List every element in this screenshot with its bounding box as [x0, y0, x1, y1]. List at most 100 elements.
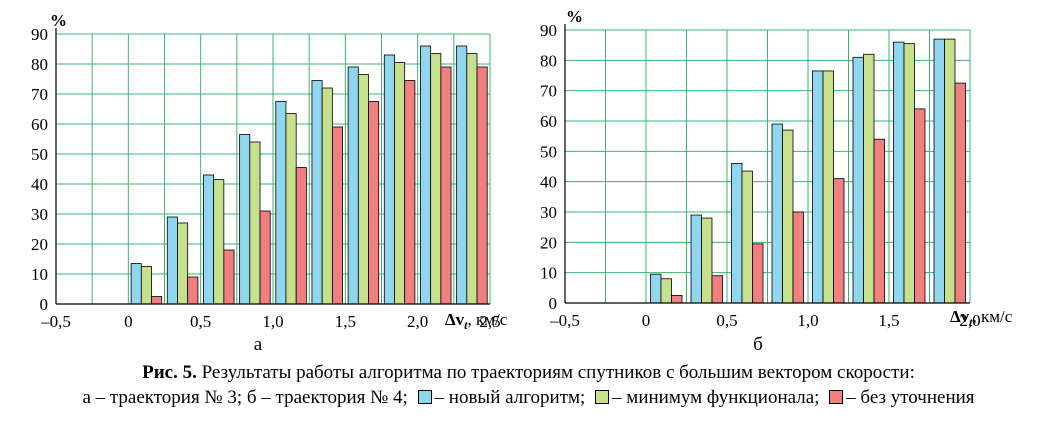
y-tick-label: 90 [31, 25, 48, 44]
x-tick-label: 1,0 [797, 311, 818, 330]
y-tick-label: 60 [540, 112, 557, 131]
figure-title: Результаты работы алгоритма по траектори… [201, 362, 915, 383]
legend-swatch-blue [417, 390, 432, 404]
bar [812, 70, 824, 304]
y-tick-label: 40 [540, 173, 557, 192]
bar [249, 141, 261, 305]
x-tick-label: 0 [124, 312, 133, 331]
x-tick-label: 0 [642, 311, 651, 330]
y-tick-label: 10 [31, 265, 48, 284]
figure-caption-title: Рис. 5. Результаты работы алгоритма по т… [0, 361, 1057, 385]
panel-label: а [254, 334, 263, 355]
x-tick-label: 2,0 [959, 311, 980, 330]
y-axis-label: % [566, 7, 583, 26]
legend-label-new-algorithm: – новый алгоритм; [434, 387, 586, 408]
bar [731, 163, 743, 304]
panel-description: а – траектория № 3; б – траектория № 4; [82, 387, 408, 408]
legend-swatch-red [829, 390, 844, 404]
y-tick-label: 20 [31, 235, 48, 254]
bar [223, 249, 235, 305]
bar [822, 70, 834, 304]
bar [914, 108, 926, 304]
y-tick-label: 0 [40, 295, 49, 314]
bar [347, 66, 359, 305]
panel-label: б [753, 334, 763, 355]
bar [944, 38, 956, 304]
x-axis-label: Δvt, км/с [950, 307, 1013, 329]
bar [259, 210, 271, 305]
bar [852, 56, 864, 304]
bar [711, 275, 723, 304]
x-tick-label: 1,5 [335, 312, 356, 331]
legend-label-no-refinement: – без уточнения [846, 387, 975, 408]
bar [863, 53, 875, 304]
legend-swatch-green [595, 390, 610, 404]
bar [476, 66, 488, 305]
bar [873, 138, 885, 304]
bar [213, 179, 225, 305]
x-tick-label: 2,5 [479, 312, 500, 331]
bar [203, 174, 215, 305]
x-tick-label: 2,0 [407, 312, 428, 331]
bar [933, 38, 945, 304]
bar [275, 101, 287, 305]
y-tick-label: 80 [540, 51, 557, 70]
bar [456, 45, 468, 305]
y-tick-label: 40 [31, 175, 48, 194]
x-tick-label: 0,5 [716, 311, 737, 330]
x-tick-label: 1,5 [878, 311, 899, 330]
bar [792, 211, 804, 304]
bar [466, 53, 478, 305]
bar [771, 123, 783, 304]
x-tick-label: 0,5 [190, 312, 211, 331]
bar [295, 167, 307, 305]
y-tick-label: 30 [31, 205, 48, 224]
bar [782, 129, 794, 304]
bar [690, 214, 702, 304]
bar [701, 217, 713, 304]
x-tick-label: –0,5 [549, 311, 580, 330]
y-tick-label: 50 [31, 145, 48, 164]
y-tick-label: 50 [540, 142, 557, 161]
y-tick-label: 30 [540, 203, 557, 222]
bar [404, 80, 416, 305]
bar [903, 43, 915, 304]
bar [893, 41, 905, 304]
bar [650, 273, 662, 304]
bar [321, 87, 333, 305]
bar [660, 278, 672, 304]
legend-label-functional-minimum: – минимум функционала; [612, 387, 820, 408]
y-tick-label: 70 [31, 85, 48, 104]
bar [177, 222, 189, 305]
y-axis-label: % [50, 11, 67, 30]
y-tick-label: 90 [540, 21, 557, 40]
x-tick-label: –0,5 [40, 312, 71, 331]
y-tick-label: 60 [31, 115, 48, 134]
bar [440, 66, 452, 305]
bar [285, 113, 297, 305]
bar [151, 296, 163, 305]
figure-label: Рис. 5. [142, 362, 197, 383]
bar [420, 45, 432, 305]
y-tick-label: 0 [549, 294, 558, 313]
bar [394, 62, 406, 305]
bar [331, 126, 343, 305]
bar [187, 276, 199, 305]
y-tick-label: 80 [31, 55, 48, 74]
bar [130, 263, 142, 305]
bar [383, 54, 395, 305]
bar [140, 266, 152, 305]
y-tick-label: 70 [540, 82, 557, 101]
y-tick-label: 20 [540, 233, 557, 252]
bar [741, 170, 753, 304]
y-tick-label: 10 [540, 264, 557, 283]
bar [311, 80, 323, 305]
x-axis-label: Δvt, км/с [445, 310, 508, 332]
bar [357, 74, 369, 305]
bar [671, 295, 683, 304]
bar [833, 178, 845, 304]
bar [752, 243, 764, 304]
bar [239, 134, 251, 305]
